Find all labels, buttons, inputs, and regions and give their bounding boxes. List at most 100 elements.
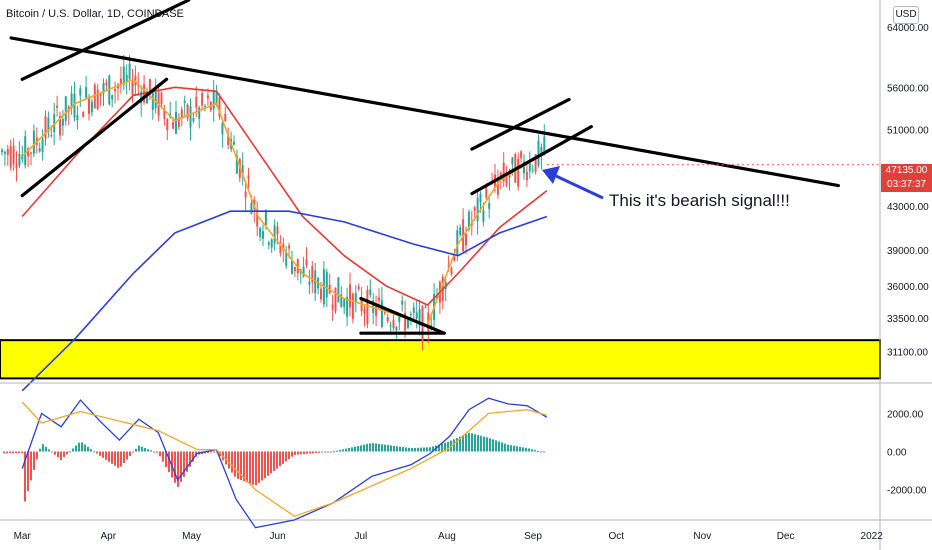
candle-body [204, 105, 206, 107]
candle-body [177, 117, 180, 127]
histogram-bar [528, 448, 530, 452]
histogram-bar [72, 448, 74, 452]
candle-body [485, 187, 488, 198]
histogram-bar [162, 451, 164, 462]
candle-body [125, 74, 128, 83]
candle-body [175, 111, 177, 134]
candle-body [1, 149, 3, 153]
histogram-bar [369, 443, 371, 452]
histogram-bar [432, 446, 434, 452]
histogram-bar [312, 451, 314, 454]
candle-body [270, 239, 273, 248]
histogram-bar [510, 445, 512, 452]
histogram-bar [486, 437, 488, 452]
candle-body [331, 304, 334, 310]
histogram-bar [237, 451, 239, 479]
candle-body [73, 93, 76, 118]
candle-body [148, 79, 151, 95]
candle-body [308, 281, 311, 285]
candle-body [276, 226, 279, 235]
candle-body [525, 171, 528, 181]
symbol-title[interactable]: Bitcoin / U.S. Dollar, 1D, COINBASE [6, 8, 184, 20]
moving-average-line-3 [21, 210, 548, 392]
histogram-bar [294, 451, 296, 455]
histogram-bar [516, 446, 518, 452]
histogram-bar [471, 433, 473, 452]
candle-body [337, 277, 340, 303]
trendline-3 [20, 0, 191, 81]
histogram-bar [402, 447, 404, 452]
histogram-bar [474, 434, 476, 452]
candle-body [50, 135, 53, 137]
price-tick-label: 51000.00 [887, 125, 929, 136]
candle-body [375, 306, 378, 316]
histogram-bar [39, 448, 41, 452]
candle-body [198, 107, 201, 119]
histogram-bar [513, 445, 515, 452]
candle-body [215, 90, 218, 106]
candle-body [24, 136, 27, 166]
candle-body [119, 78, 122, 85]
histogram-bar [381, 444, 383, 452]
candle-body [212, 89, 215, 110]
time-tick-label: Oct [608, 531, 624, 542]
histogram-bar [390, 445, 392, 452]
currency-badge[interactable]: USD [893, 6, 919, 24]
candle-body [392, 319, 395, 329]
histogram-bar [207, 451, 209, 454]
histogram-bar [30, 451, 32, 481]
candle-body [534, 154, 537, 172]
time-tick-label: 2022 [861, 531, 884, 542]
candle-body [41, 138, 44, 152]
histogram-bar [129, 451, 131, 456]
candle-body [154, 86, 157, 109]
annotation-text: This it's bearish signal!!! [609, 191, 790, 210]
histogram-bar [105, 451, 107, 460]
histogram-bar [372, 443, 374, 452]
histogram-bar [483, 436, 485, 452]
candle-body [543, 136, 546, 155]
histogram-bar [96, 451, 98, 454]
candle-body [404, 312, 407, 331]
histogram-bar [309, 451, 311, 454]
candle-body [380, 300, 383, 327]
candles-group [1, 54, 546, 351]
arrow-shaft [555, 174, 604, 200]
candle-body [482, 210, 485, 222]
time-tick-label: Jun [270, 531, 286, 542]
candle-body [151, 92, 154, 110]
candle-body [285, 251, 288, 266]
candle-body [302, 266, 305, 277]
candle-body [85, 87, 88, 98]
histogram-bar [360, 445, 362, 452]
histogram-bar [90, 449, 92, 452]
candle-body [18, 153, 21, 166]
candle-body [508, 174, 511, 178]
macd-tick-label: 2000.00 [887, 409, 924, 420]
histogram-bar [504, 443, 506, 452]
candle-body [279, 245, 282, 254]
histogram-bar [501, 442, 503, 452]
macd-tick-label: 0.00 [887, 448, 907, 459]
time-tick-label: May [182, 531, 201, 542]
histogram-bar [243, 451, 245, 482]
histogram-bar [276, 451, 278, 469]
histogram-bar [495, 440, 497, 452]
candle-body [311, 266, 314, 283]
histogram-bar [66, 451, 68, 455]
candle-body [476, 197, 479, 222]
candle-body [496, 180, 499, 195]
histogram-bar [177, 451, 179, 487]
macd-line [21, 397, 548, 529]
candle-body [517, 158, 520, 187]
histogram-bar [465, 434, 467, 452]
histogram-bar [111, 451, 113, 464]
histogram-bar [123, 451, 125, 464]
histogram-bar [351, 447, 353, 452]
histogram-bar [537, 450, 539, 452]
histogram-bar [492, 439, 494, 452]
candle-body [160, 92, 163, 105]
time-tick-label: Sep [524, 531, 542, 542]
candle-body [99, 93, 102, 96]
candle-body [386, 317, 389, 322]
